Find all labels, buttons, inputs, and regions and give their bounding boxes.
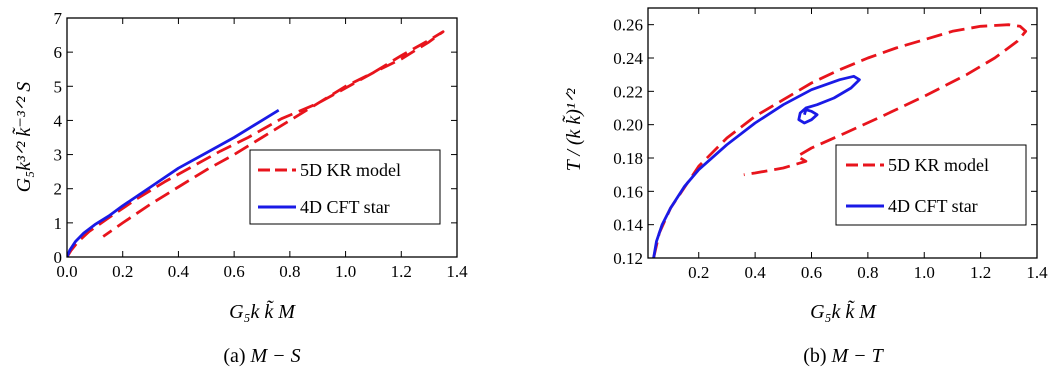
chart-b-legend-label-cft: 4D CFT star: [888, 196, 978, 216]
chart-b-xtick-label: 1.0: [914, 263, 935, 282]
chart-b-caption-prefix: (b): [803, 345, 831, 367]
chart-a-caption-prefix: (a): [223, 345, 250, 367]
chart-b-series-cft-line: [652, 74, 861, 258]
chart-b-series-group: [652, 23, 1028, 258]
chart-a-xtick-label: 0.2: [112, 262, 133, 281]
chart-b-ytick-label: 0.20: [613, 116, 643, 135]
chart-b-ytick-label: 0.18: [613, 149, 643, 168]
chart-b-caption: (b) M − T: [803, 345, 884, 367]
chart-b-legend-box: [835, 144, 1027, 226]
chart-a-caption-math: M − S: [250, 345, 301, 367]
chart-a-xlabel: G₅k k̃ M: [229, 299, 296, 323]
chart-b-ytick-label: 0.26: [613, 16, 643, 35]
chart-a-xtick-label: 1.0: [335, 262, 356, 281]
chart-a-xtick-label: 0.0: [56, 262, 77, 281]
chart-a-legend: 5D KR model 4D CFT star: [249, 149, 441, 225]
chart-b-caption-math: M − T: [831, 345, 885, 367]
chart-a-xtick-label: 0.6: [224, 262, 245, 281]
chart-a-ylabel: G₅k³ᐟ² k̃⁻³ᐟ² S: [11, 82, 35, 193]
chart-b-ticks: 0.2 0.4 0.6 0.8 1.0 1.2 1.4 0.12 0.14 0.16 0.18 0.2…: [613, 8, 1048, 282]
chart-b-series-kr-line: [652, 23, 1028, 258]
chart-a-caption: (a) M − S: [223, 345, 300, 367]
chart-a-ytick-label: 4: [54, 111, 63, 130]
chart-a-xtick-label: 0.8: [279, 262, 300, 281]
chart-b-xtick-label: 0.2: [688, 263, 709, 282]
chart-b-ytick-label: 0.24: [613, 49, 643, 68]
chart-b-legend-label-kr: 5D KR model: [888, 155, 989, 175]
chart-a-ytick-label: 3: [54, 146, 63, 165]
chart-a-series-layer: [67, 30, 445, 257]
chart-b-legend: 5D KR model 4D CFT star: [835, 144, 1027, 226]
chart-a-series-cft-line: [67, 109, 280, 257]
chart-a-series-group: [67, 30, 445, 257]
chart-b-ytick-label: 0.22: [613, 82, 643, 101]
chart-a-legend-box: [249, 149, 441, 225]
chart-a-xtick-label: 1.4: [446, 262, 468, 281]
chart-a-ticks: 0.0 0.2 0.4 0.6 0.8 1.0 1.2 1.4 0 1 2 3 4 5 6 7: [54, 9, 469, 281]
chart-a-ytick-label: 6: [54, 43, 63, 62]
chart-b-ytick-label: 0.12: [613, 249, 643, 268]
chart-b: 0.2 0.4 0.6 0.8 1.0 1.2 1.4 0.12 0.14 0.16 0.18 0.2…: [561, 7, 1048, 367]
chart-a-ytick-label: 2: [54, 180, 63, 199]
chart-b-xlabel: G₅k k̃ M: [810, 299, 877, 323]
chart-b-ytick-label: 0.14: [613, 216, 643, 235]
chart-b-xtick-label: 1.2: [970, 263, 991, 282]
chart-a-ytick-label: 1: [54, 214, 63, 233]
chart-a: 0.0 0.2 0.4 0.6 0.8 1.0 1.2 1.4 0 1 2 3 4 5 6 7 G₅k k̃ …: [11, 9, 468, 367]
chart-b-series-layer: [652, 23, 1028, 258]
chart-a-legend-label-cft: 4D CFT star: [300, 197, 390, 217]
chart-a-ytick-label: 0: [54, 248, 63, 267]
chart-a-ytick-label: 5: [54, 77, 63, 96]
chart-a-ytick-label: 7: [54, 9, 63, 28]
chart-b-ylabel: T / (k k̃)¹ᐟ²: [561, 88, 585, 172]
chart-a-xtick-label: 1.2: [391, 262, 412, 281]
chart-b-plot-frame: [647, 7, 1038, 259]
chart-b-xtick-label: 1.4: [1026, 263, 1048, 282]
chart-b-xtick-label: 0.4: [744, 263, 766, 282]
chart-b-ytick-label: 0.16: [613, 182, 643, 201]
chart-b-xtick-label: 0.6: [801, 263, 822, 282]
chart-a-xtick-label: 0.4: [168, 262, 190, 281]
chart-b-xtick-label: 0.8: [857, 263, 878, 282]
chart-a-legend-label-kr: 5D KR model: [300, 160, 401, 180]
chart-a-plot-frame: [66, 17, 458, 258]
